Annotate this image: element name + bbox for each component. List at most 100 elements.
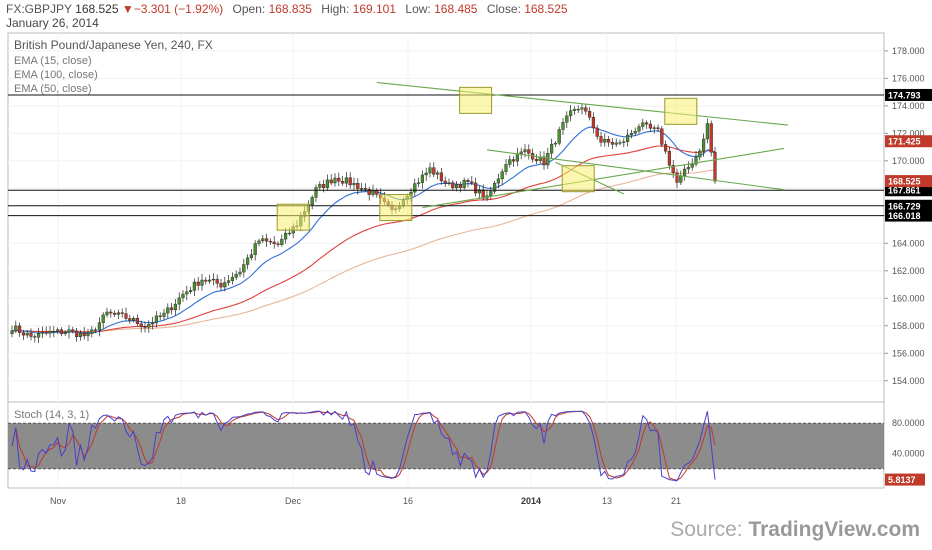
candle-body: [71, 329, 75, 332]
level-price-tag: [885, 88, 932, 101]
trendline: [422, 147, 785, 209]
candle-body: [211, 278, 215, 281]
y-tick-label: 164.000: [892, 238, 925, 248]
candle-body: [234, 273, 238, 278]
candle-body: [268, 240, 272, 243]
candle-body: [215, 278, 219, 284]
y-tick-label: 178.000: [892, 46, 925, 56]
candle-body: [348, 177, 352, 186]
candle-body: [226, 280, 231, 283]
candle-body: [576, 109, 580, 111]
candle-body: [428, 167, 432, 174]
candle-body: [223, 282, 227, 288]
legend-ema50: EMA (50, close): [14, 83, 92, 95]
candle-body: [310, 197, 314, 205]
candle-body: [249, 254, 253, 259]
candle-body: [424, 172, 428, 176]
candle-body: [466, 180, 470, 182]
candle-body: [21, 332, 25, 336]
candle-body: [93, 329, 98, 331]
candle-body: [652, 127, 656, 129]
symbol-name: FX:GBPJPY: [6, 2, 72, 16]
candle-body: [417, 182, 421, 184]
candle-body: [329, 179, 333, 184]
candle-body: [185, 291, 189, 295]
candle-body: [67, 329, 71, 333]
y-tick-label: 154.000: [892, 376, 925, 386]
candle-body: [561, 122, 565, 130]
candle-body: [40, 332, 44, 334]
candle-body: [337, 177, 341, 182]
candle-body: [363, 188, 367, 190]
candle-body: [150, 322, 155, 325]
candle-body: [637, 126, 641, 132]
candle-body: [519, 151, 523, 154]
y-tick-label: 170.000: [892, 156, 925, 166]
candle-body: [181, 293, 185, 299]
highlight-box: [664, 97, 698, 125]
candle-body: [360, 188, 364, 190]
candle-body: [128, 318, 132, 321]
candle-body: [253, 243, 257, 255]
candle-body: [527, 149, 531, 154]
x-tick-label: 21: [671, 496, 681, 506]
candle-body: [618, 142, 622, 144]
time-axis: Nov 18 Dec 16 2014 13 21: [50, 496, 681, 506]
candle-body: [59, 329, 63, 334]
candle-body: [158, 315, 162, 317]
x-tick-label: Dec: [285, 496, 302, 506]
candle-body: [139, 323, 143, 327]
x-tick-label: Nov: [50, 496, 67, 506]
candle-body: [200, 279, 204, 286]
candle-body: [686, 167, 690, 170]
candle-body: [705, 123, 709, 140]
candle-body: [177, 297, 181, 305]
candle-body: [553, 143, 557, 145]
level-price-label: 166.018: [888, 211, 921, 221]
candle-body: [626, 134, 630, 142]
level-price-label: 166.729: [888, 201, 921, 211]
candle-body: [603, 139, 607, 143]
candle-body: [375, 190, 379, 195]
candle-body: [78, 332, 82, 338]
candle-body: [436, 172, 440, 175]
candle-body: [500, 171, 504, 180]
chart-date: January 26, 2014: [6, 16, 99, 30]
candle-body: [371, 190, 375, 195]
level-price-label: 174.793: [888, 90, 921, 100]
candle-body: [112, 312, 117, 315]
y-tick-label: 158.000: [892, 321, 925, 331]
candle-body: [588, 111, 592, 118]
candle-body: [641, 122, 645, 127]
candle-body: [169, 307, 174, 311]
candle-body: [420, 174, 424, 183]
candle-body: [120, 312, 124, 314]
candle-body: [135, 318, 139, 324]
source-prefix: Source:: [670, 518, 749, 541]
highlight-box: [379, 194, 413, 222]
open-value: 168.835: [268, 2, 312, 16]
level-price-tag: [885, 199, 932, 212]
candle-body: [261, 238, 265, 242]
candle-body: [341, 181, 345, 184]
candle-body: [443, 180, 447, 184]
candle-body: [265, 238, 269, 242]
candle-body: [451, 182, 455, 189]
candle-body: [82, 332, 86, 337]
candle-body: [143, 326, 147, 328]
candle-body: [44, 332, 48, 334]
candle-body: [245, 257, 250, 265]
candle-body: [648, 123, 652, 129]
candle-body: [591, 117, 595, 129]
ema50-line: [11, 145, 716, 333]
candle-body: [287, 232, 291, 235]
candle-body: [614, 142, 618, 145]
candle-body: [333, 177, 337, 184]
candle-body: [489, 191, 493, 196]
candle-body: [48, 331, 52, 334]
candle-body: [599, 136, 603, 143]
candle-body: [629, 133, 633, 136]
candle-body: [660, 128, 664, 145]
main-pane-frame: [7, 32, 885, 489]
